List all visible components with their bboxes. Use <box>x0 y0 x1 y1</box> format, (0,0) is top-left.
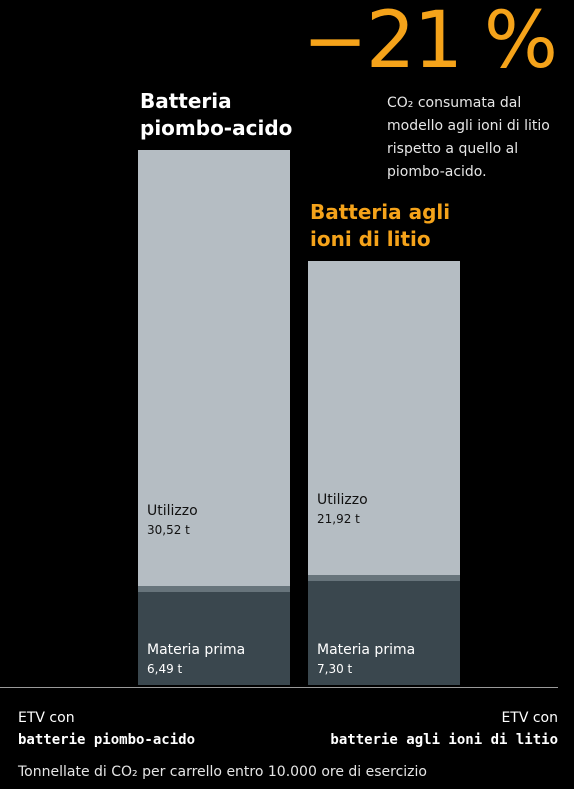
headline: −21 % <box>302 0 558 86</box>
segment-value: 6,49 t <box>147 662 183 676</box>
bar-segment <box>138 592 290 685</box>
headline-note: CO₂ consumata dal modello agli ioni di l… <box>387 95 550 180</box>
bottom-label-name: batterie agli ioni di litio <box>330 732 558 748</box>
segment-value: 30,52 t <box>147 523 190 538</box>
bottom-label: ETV con batterie piombo-acido <box>18 707 195 751</box>
segment-value: 7,30 t <box>317 662 353 676</box>
bar-segment <box>138 586 290 593</box>
bar-segment <box>308 580 460 685</box>
footnote: Tonnellate di CO₂ per carrello entro 10.… <box>18 764 427 780</box>
bottom-label: ETV con batterie agli ioni di litio <box>330 707 558 751</box>
category-label: Batteria piombo-acido <box>140 89 293 140</box>
bar-segment <box>308 574 460 581</box>
segment-name: Materia prima <box>317 642 416 658</box>
segment-name: Materia prima <box>147 642 246 658</box>
bottom-label-name: batterie piombo-acido <box>18 732 196 748</box>
bottom-label-prefix: ETV con <box>501 710 558 726</box>
segment-name: Utilizzo <box>147 503 198 520</box>
bar-segment <box>308 261 460 575</box>
segment-value: 21,92 t <box>317 511 360 526</box>
segment-name: Utilizzo <box>317 491 368 508</box>
bar-segment <box>138 150 290 587</box>
bottom-label-prefix: ETV con <box>18 710 75 726</box>
baseline <box>0 687 558 688</box>
category-label: Batteria agli ioni di litio <box>310 200 451 252</box>
